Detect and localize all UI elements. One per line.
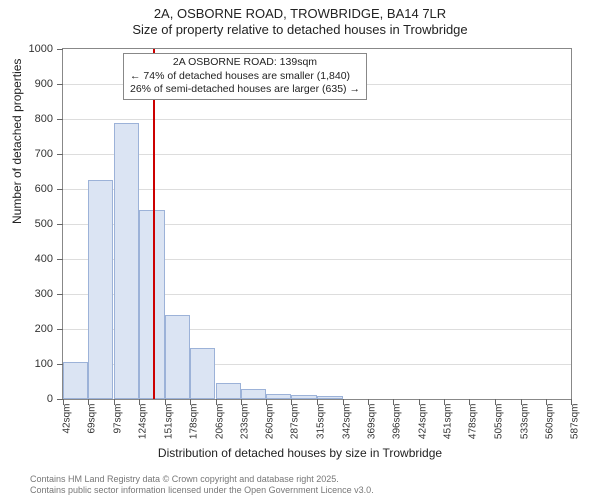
y-tick — [57, 189, 63, 190]
title-block: 2A, OSBORNE ROAD, TROWBRIDGE, BA14 7LR S… — [0, 0, 600, 37]
x-tick-label: 533sqm — [519, 404, 530, 440]
x-tick-label: 451sqm — [443, 404, 454, 440]
histogram-bar — [190, 348, 215, 399]
annotation-line2: ← 74% of detached houses are smaller (1,… — [130, 70, 360, 84]
histogram-bar — [291, 395, 316, 399]
histogram-bar — [165, 315, 190, 399]
x-tick-label: 369sqm — [366, 404, 377, 440]
y-tick-label: 100 — [35, 358, 53, 370]
y-tick — [57, 329, 63, 330]
y-axis-label: Number of detached properties — [10, 59, 24, 224]
histogram-bar — [216, 383, 241, 399]
histogram-bar — [139, 210, 164, 399]
title-main: 2A, OSBORNE ROAD, TROWBRIDGE, BA14 7LR — [0, 6, 600, 21]
y-tick — [57, 259, 63, 260]
x-tick-label: 69sqm — [87, 404, 98, 434]
x-tick-label: 42sqm — [62, 404, 73, 434]
y-tick — [57, 224, 63, 225]
y-tick — [57, 49, 63, 50]
y-tick-label: 300 — [35, 288, 53, 300]
footer-line1: Contains HM Land Registry data © Crown c… — [30, 474, 374, 485]
histogram-bar — [63, 362, 88, 399]
y-tick-label: 500 — [35, 218, 53, 230]
y-tick — [57, 154, 63, 155]
footer-line2: Contains public sector information licen… — [30, 485, 374, 496]
chart-container: 2A, OSBORNE ROAD, TROWBRIDGE, BA14 7LR S… — [0, 0, 600, 500]
y-tick — [57, 119, 63, 120]
x-tick-label: 124sqm — [138, 404, 149, 440]
histogram-bar — [88, 180, 113, 399]
y-tick-label: 800 — [35, 113, 53, 125]
annotation-box: 2A OSBORNE ROAD: 139sqm ← 74% of detache… — [123, 53, 367, 100]
x-tick-label: 206sqm — [214, 404, 225, 440]
y-tick — [57, 294, 63, 295]
x-tick-label: 287sqm — [290, 404, 301, 440]
y-tick-label: 900 — [35, 78, 53, 90]
y-tick-label: 0 — [47, 393, 53, 405]
reference-marker-line — [153, 49, 155, 399]
x-tick-label: 315sqm — [316, 404, 327, 440]
histogram-bar — [317, 396, 342, 400]
plot-area: 0100200300400500600700800900100042sqm69s… — [62, 48, 572, 400]
title-sub: Size of property relative to detached ho… — [0, 22, 600, 37]
x-tick-label: 424sqm — [418, 404, 429, 440]
histogram-bar — [266, 394, 291, 399]
y-tick-label: 400 — [35, 253, 53, 265]
y-tick — [57, 84, 63, 85]
y-tick-label: 700 — [35, 148, 53, 160]
x-tick-label: 505sqm — [493, 404, 504, 440]
gridline — [63, 119, 571, 120]
x-tick-label: 478sqm — [468, 404, 479, 440]
x-tick-label: 260sqm — [265, 404, 276, 440]
x-tick-label: 560sqm — [544, 404, 555, 440]
histogram-bar — [114, 123, 139, 400]
x-tick-label: 233sqm — [240, 404, 251, 440]
annotation-line3: 26% of semi-detached houses are larger (… — [130, 83, 360, 97]
x-tick-label: 587sqm — [570, 404, 581, 440]
x-axis-label: Distribution of detached houses by size … — [0, 446, 600, 460]
x-tick-label: 97sqm — [113, 404, 124, 434]
x-tick-label: 151sqm — [163, 404, 174, 440]
x-tick-label: 342sqm — [341, 404, 352, 440]
y-tick-label: 1000 — [29, 43, 53, 55]
x-tick-label: 396sqm — [391, 404, 402, 440]
y-tick-label: 200 — [35, 323, 53, 335]
x-tick-label: 178sqm — [188, 404, 199, 440]
annotation-line1: 2A OSBORNE ROAD: 139sqm — [130, 56, 360, 70]
histogram-bar — [241, 389, 266, 400]
footer-attribution: Contains HM Land Registry data © Crown c… — [30, 474, 374, 496]
y-tick-label: 600 — [35, 183, 53, 195]
